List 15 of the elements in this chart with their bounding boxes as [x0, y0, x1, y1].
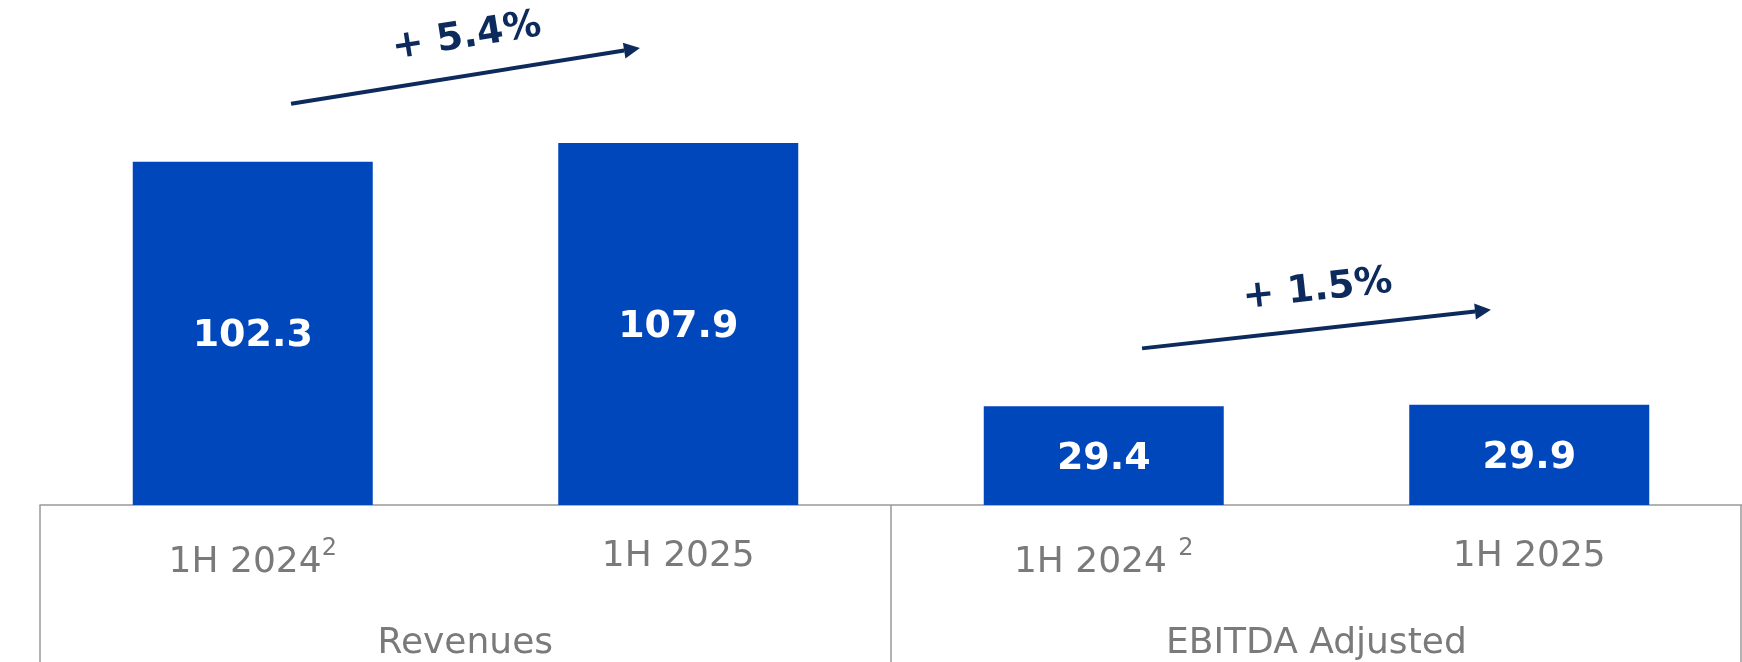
bar: [983, 406, 1224, 505]
bar: [1409, 404, 1650, 505]
bar: [558, 143, 799, 505]
data-label: 107.9: [618, 302, 739, 346]
text: Revenues: [377, 619, 554, 661]
x-tick-label: 1H 2025: [1452, 532, 1606, 574]
data-label: 29.4: [1056, 433, 1151, 478]
x-tick-label: 1H 2024 2: [1013, 533, 1194, 580]
bar: [132, 161, 373, 505]
x-tick-label: 1H 2025: [601, 532, 755, 574]
text: + 5.4%: [387, 0, 544, 68]
data-label: 102.3: [192, 311, 313, 356]
data-label: 29.9: [1482, 432, 1577, 477]
text: EBITDA Adjusted: [1166, 619, 1467, 661]
annotation: + 1.5%: [1239, 256, 1394, 318]
